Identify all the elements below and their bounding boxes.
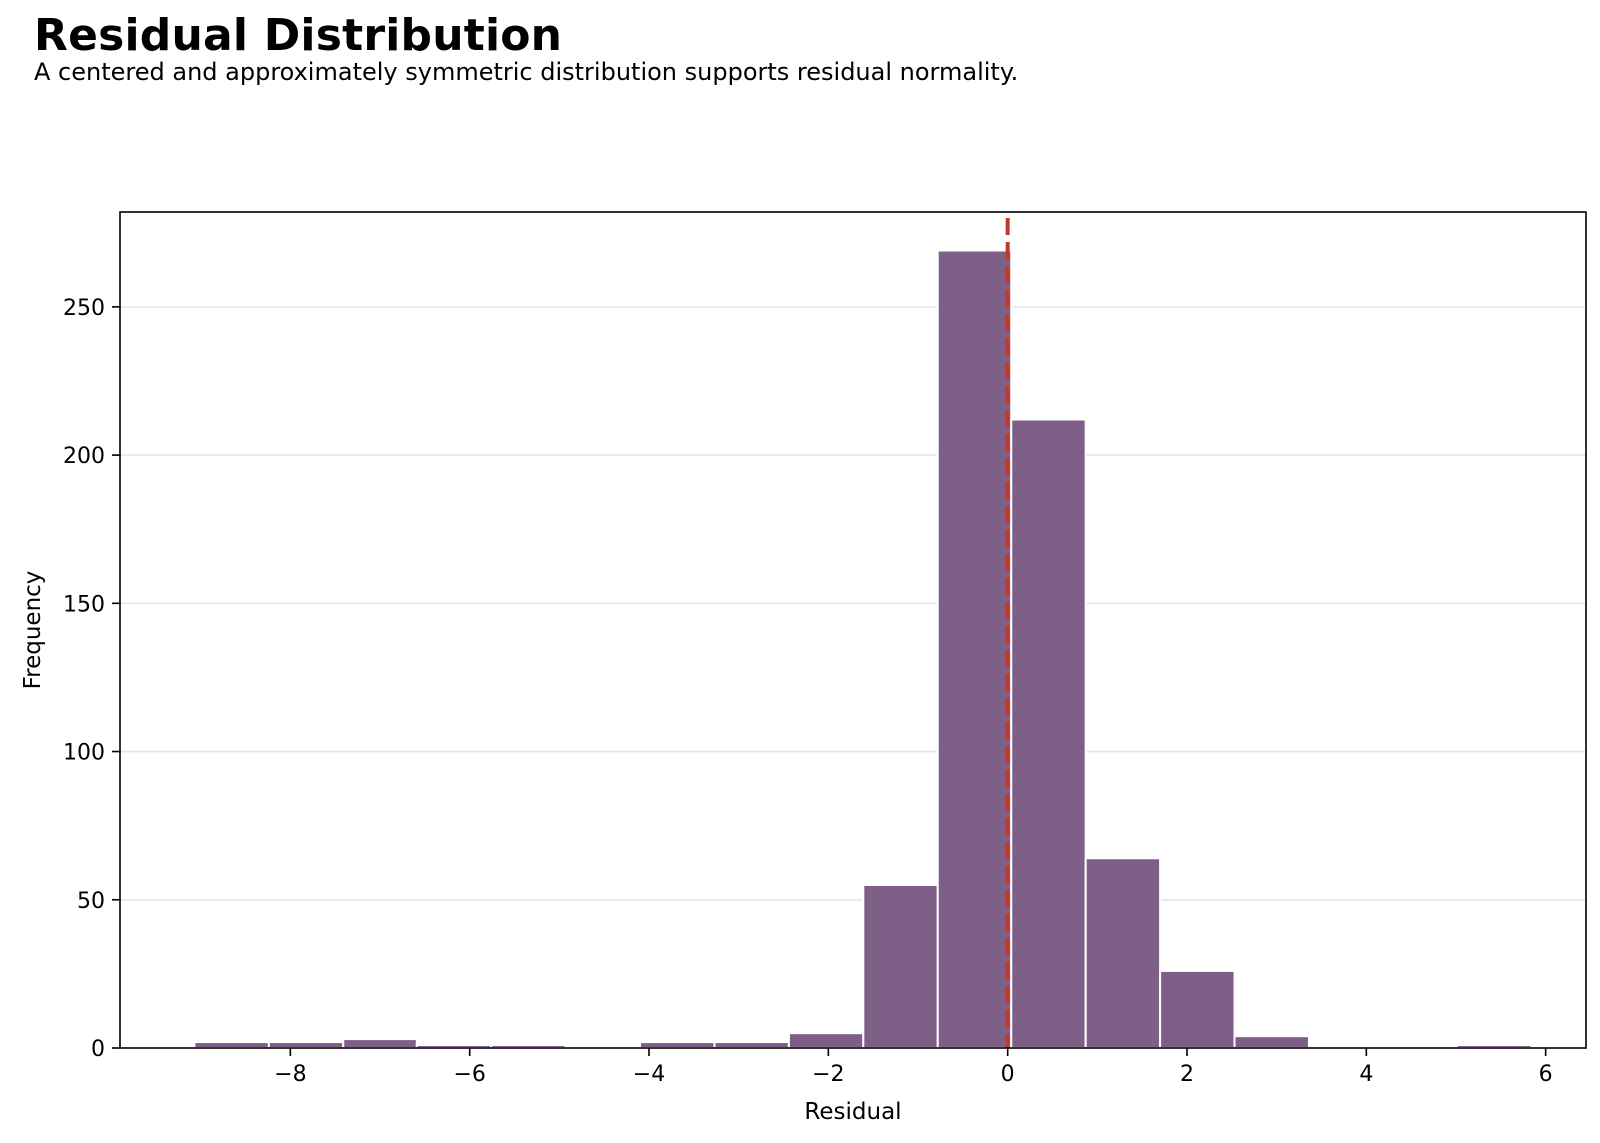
x-tick-label: −2 [812,1062,844,1087]
histogram-bar [267,1041,345,1050]
y-tick-label: 0 [91,1037,105,1062]
x-axis-ticks: −8 −6 −4 −2 0 2 4 6 [274,1048,1553,1087]
x-tick-label: 4 [1359,1062,1373,1087]
histogram-bar [713,1041,790,1050]
x-axis-label: Residual [804,1099,901,1125]
x-tick-label: −4 [633,1062,665,1087]
y-axis-label: Frequency [20,571,46,690]
histogram-bar [862,883,939,1050]
x-tick-label: 0 [1001,1062,1015,1087]
plot-frame [119,211,1587,1049]
y-tick-label: 50 [77,889,105,914]
y-axis-ticks: 0 50 100 150 200 250 [63,296,120,1062]
histogram-bar [1010,418,1087,1050]
x-tick-label: −8 [274,1062,306,1087]
histogram-bar [1159,969,1236,1050]
y-tick-label: 200 [63,444,105,469]
x-tick-label: 6 [1539,1062,1553,1087]
histogram-bar [342,1038,418,1049]
chart-title: Residual Distribution [34,10,563,61]
histogram-bar [1084,857,1162,1050]
histogram-bar [639,1041,716,1050]
chart-subtitle: A centered and approximately symmetric d… [34,58,1019,86]
histogram-bar [193,1041,270,1050]
grid-layer [120,306,1586,901]
x-tick-label: 2 [1180,1062,1194,1087]
histogram-bar [1233,1035,1310,1050]
y-tick-label: 150 [63,592,105,617]
histogram-bar [787,1032,865,1049]
x-tick-label: −6 [453,1062,485,1087]
histogram-bar [936,249,1013,1049]
y-tick-label: 100 [63,741,105,766]
y-tick-label: 250 [63,296,105,321]
bar-layer [193,249,1533,1050]
